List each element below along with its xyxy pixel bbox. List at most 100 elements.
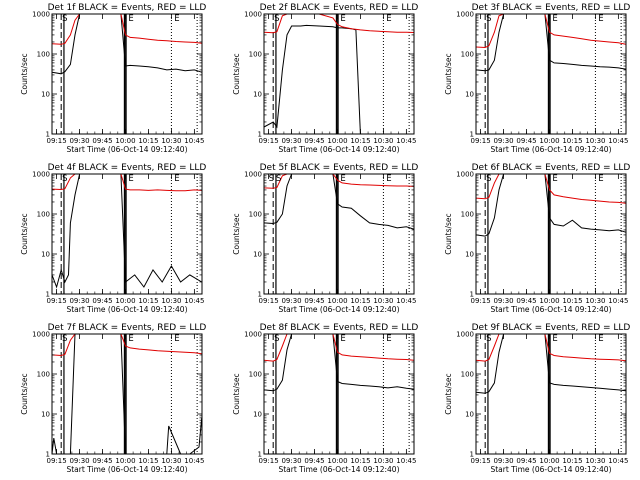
x-axis-label: Start Time (06-Oct-14 09:12:40)	[490, 145, 611, 154]
x-tick-label: 10:30	[373, 297, 393, 305]
event-marker-label: S	[486, 334, 491, 344]
chart-title: Det 7f BLACK = Events, RED = LLD	[48, 323, 207, 333]
event-marker-label: E	[598, 334, 603, 344]
y-tick-label: 1000	[32, 331, 50, 339]
x-tick-label: 10:00	[327, 297, 347, 305]
y-tick-label: 10	[41, 411, 50, 419]
plot-frame	[263, 333, 415, 455]
y-axis-label: Counts/sec	[232, 373, 241, 414]
x-tick-label: 10:30	[585, 297, 605, 305]
x-tick-label: 10:30	[585, 137, 605, 145]
x-tick-label: 09:45	[304, 457, 324, 465]
x-tick-label: 09:45	[516, 457, 536, 465]
y-tick-label: 1	[470, 131, 474, 139]
event-marker-label: S	[62, 174, 67, 184]
x-tick-label: 10:00	[539, 137, 559, 145]
y-tick-label: 1	[258, 451, 262, 459]
series-events-line	[264, 334, 414, 392]
y-tick-label: 100	[461, 51, 474, 59]
series-lld-line	[264, 334, 414, 362]
y-tick-label: 1	[470, 451, 474, 459]
x-tick-label: 09:15	[470, 457, 490, 465]
y-tick-label: 10	[465, 411, 474, 419]
series-events-line	[52, 14, 202, 75]
x-tick-label: 09:45	[92, 457, 112, 465]
y-tick-label: 1000	[456, 11, 474, 19]
event-marker-label: E	[598, 14, 603, 24]
x-tick-label: 09:45	[516, 297, 536, 305]
x-tick-label: 10:45	[396, 297, 416, 305]
y-tick-label: 10	[253, 251, 262, 259]
x-tick-label: 09:15	[258, 457, 278, 465]
x-tick-label: 10:45	[608, 297, 628, 305]
x-tick-label: 09:30	[281, 137, 301, 145]
y-axis-label: Counts/sec	[20, 213, 29, 254]
x-tick-label: 10:00	[539, 457, 559, 465]
x-tick-label: 09:15	[258, 297, 278, 305]
event-marker-label: E	[128, 14, 133, 24]
event-marker-label: E	[552, 174, 557, 184]
y-tick-label: 10	[41, 91, 50, 99]
x-tick-label: 10:30	[373, 137, 393, 145]
y-tick-label: 100	[249, 51, 262, 59]
event-marker-label: E	[340, 334, 345, 344]
y-tick-label: 1	[46, 131, 50, 139]
event-marker-label: E	[128, 174, 133, 184]
x-tick-label: 10:15	[138, 137, 158, 145]
plot-frame	[475, 173, 627, 295]
x-tick-label: 10:45	[184, 137, 204, 145]
y-axis-label: Counts/sec	[232, 213, 241, 254]
x-tick-label: 09:15	[470, 297, 490, 305]
y-axis-label: Counts/sec	[444, 213, 453, 254]
series-events-line	[52, 174, 202, 289]
x-axis-label: Start Time (06-Oct-14 09:12:40)	[278, 465, 399, 474]
series-events-line	[264, 174, 414, 230]
y-tick-label: 1000	[456, 331, 474, 339]
y-tick-label: 100	[461, 211, 474, 219]
x-tick-label: 10:45	[396, 457, 416, 465]
series-lld-line	[52, 14, 202, 45]
event-marker-label: S	[276, 174, 281, 184]
x-tick-label: 10:15	[350, 457, 370, 465]
x-tick-label: 09:30	[69, 137, 89, 145]
event-marker-label: E	[598, 174, 603, 184]
event-marker-label: E	[386, 14, 391, 24]
x-tick-label: 10:00	[539, 297, 559, 305]
x-tick-label: 10:45	[184, 297, 204, 305]
x-tick-label: 10:15	[138, 457, 158, 465]
x-tick-label: 09:30	[281, 297, 301, 305]
event-marker-label: E	[386, 174, 391, 184]
x-tick-label: 09:15	[46, 297, 66, 305]
x-tick-label: 09:45	[304, 137, 324, 145]
x-tick-label: 10:00	[115, 457, 135, 465]
series-lld-line	[476, 14, 626, 49]
series-lld-line	[476, 334, 626, 362]
x-tick-label: 09:45	[516, 137, 536, 145]
event-marker-label: S	[486, 14, 491, 24]
series-events-line	[52, 334, 202, 454]
y-tick-label: 1000	[32, 11, 50, 19]
y-tick-label: 1000	[32, 171, 50, 179]
x-tick-label: 09:30	[493, 297, 513, 305]
x-axis-label: Start Time (06-Oct-14 09:12:40)	[490, 465, 611, 474]
chart-title: Det 8f BLACK = Events, RED = LLD	[260, 323, 419, 333]
y-tick-label: 1	[258, 291, 262, 299]
x-axis-label: Start Time (06-Oct-14 09:12:40)	[278, 305, 399, 314]
series-lld-line	[52, 334, 202, 357]
event-marker-label: S	[62, 334, 67, 344]
x-tick-label: 10:00	[327, 137, 347, 145]
x-tick-label: 10:45	[608, 457, 628, 465]
x-tick-label: 09:45	[304, 297, 324, 305]
plot-frame	[263, 13, 415, 135]
x-tick-label: 10:00	[115, 297, 135, 305]
x-tick-label: 10:30	[161, 137, 181, 145]
x-tick-label: 10:00	[327, 457, 347, 465]
y-tick-label: 100	[461, 371, 474, 379]
plot-frame	[51, 13, 203, 135]
